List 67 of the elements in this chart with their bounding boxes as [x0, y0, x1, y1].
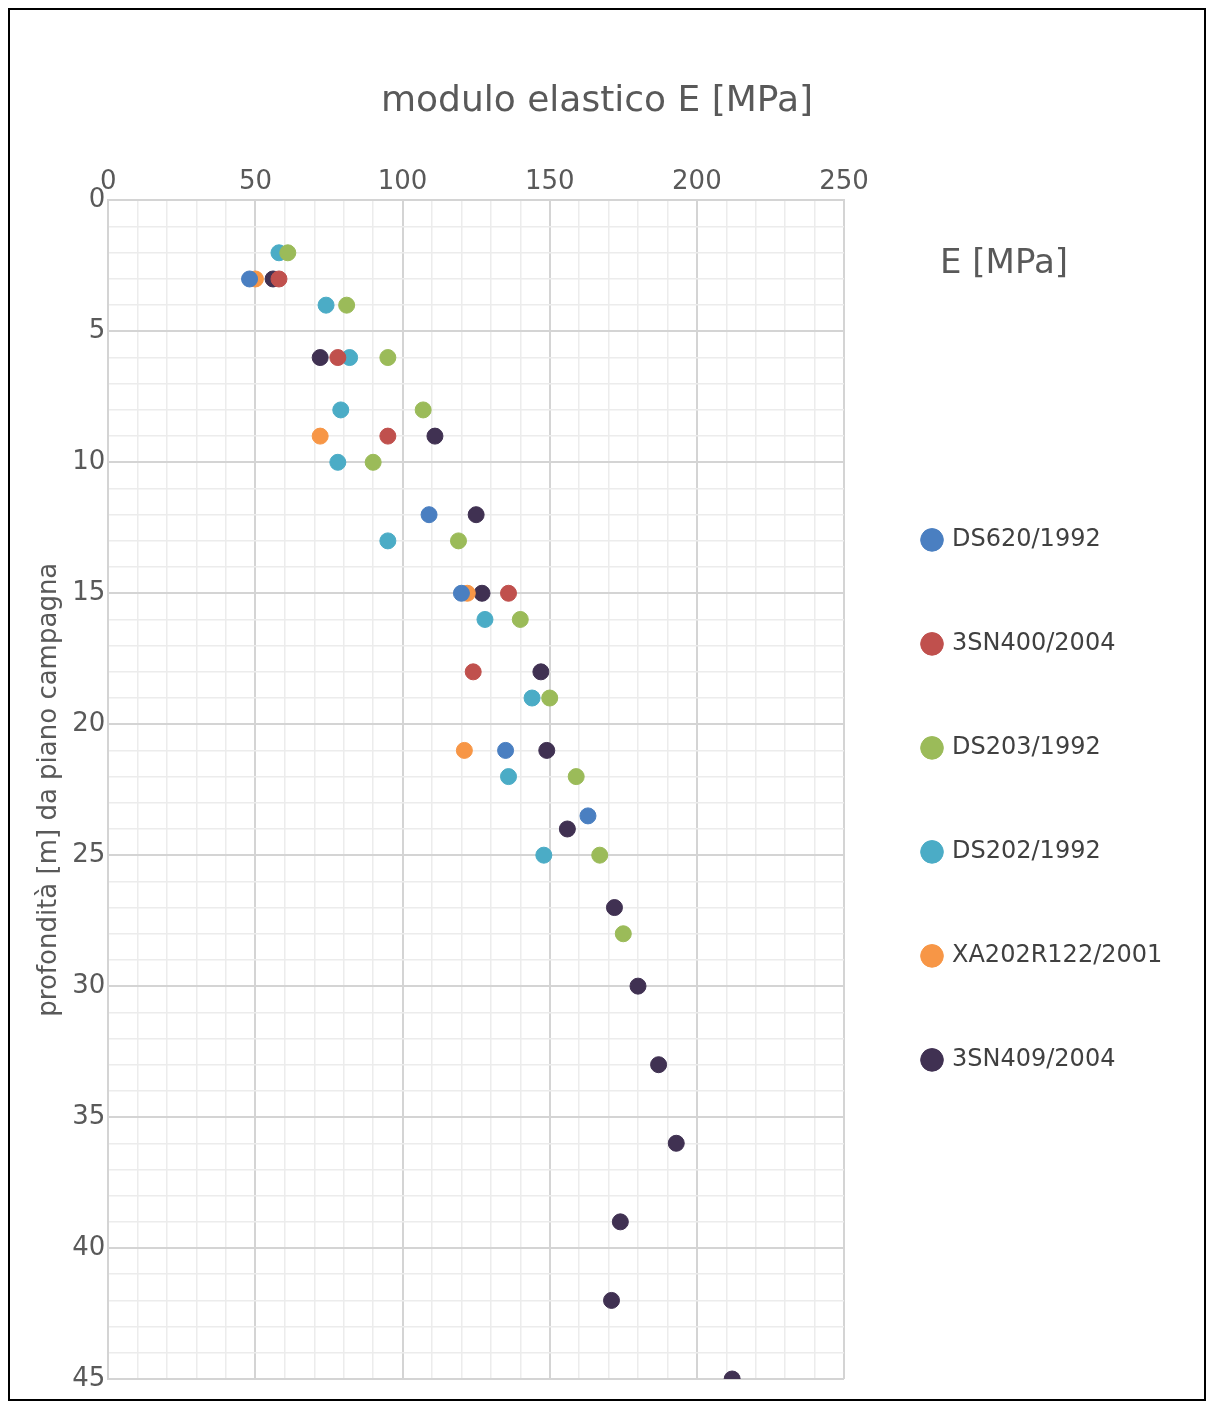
point	[497, 741, 515, 759]
point	[311, 427, 329, 445]
x-tick-label: 250	[819, 164, 869, 195]
point	[532, 663, 550, 681]
point	[500, 768, 518, 786]
legend-label: 3SN409/2004	[952, 1044, 1116, 1073]
point	[379, 427, 397, 445]
point	[455, 741, 473, 759]
legend-label: XA202R122/2001	[952, 940, 1163, 969]
point	[605, 899, 623, 917]
y-tick-label: 20	[72, 706, 106, 737]
point	[452, 584, 470, 602]
point	[603, 1291, 621, 1309]
point	[338, 296, 356, 314]
legend-title: E [MPa]	[940, 240, 1068, 281]
point	[667, 1134, 685, 1152]
point	[311, 349, 329, 367]
point	[279, 244, 297, 262]
point	[473, 584, 491, 602]
point	[329, 453, 347, 471]
y-tick-label: 45	[72, 1361, 106, 1392]
point	[511, 610, 529, 628]
point	[426, 427, 444, 445]
point	[535, 846, 553, 864]
point	[379, 532, 397, 550]
point	[449, 532, 467, 550]
y-tick-label: 10	[72, 445, 106, 476]
point	[523, 689, 541, 707]
point	[464, 663, 482, 681]
point	[538, 741, 556, 759]
y-axis-title: profondità [m] da piano campagna	[32, 562, 63, 1017]
point	[241, 270, 259, 288]
point	[558, 820, 576, 838]
point	[650, 1056, 668, 1074]
y-tick-label: 15	[72, 576, 106, 607]
point	[476, 610, 494, 628]
y-tick-label: 30	[72, 968, 106, 999]
legend-label: 3SN400/2004	[952, 628, 1116, 657]
point	[629, 977, 647, 995]
point	[317, 296, 335, 314]
point	[332, 401, 350, 419]
x-tick-label: 50	[238, 164, 272, 195]
legend-label: DS203/1992	[952, 732, 1101, 761]
point	[541, 689, 559, 707]
point	[500, 584, 518, 602]
point	[591, 846, 609, 864]
point	[329, 349, 347, 367]
point	[364, 453, 382, 471]
point	[414, 401, 432, 419]
point	[379, 349, 397, 367]
y-tick-label: 35	[72, 1099, 106, 1130]
x-tick-label: 200	[672, 164, 722, 195]
y-tick-label: 25	[72, 837, 106, 868]
y-tick-label: 40	[72, 1230, 106, 1261]
legend-label: DS202/1992	[952, 836, 1101, 865]
chart-title: modulo elastico E [MPa]	[380, 77, 814, 119]
y-tick-label: 5	[88, 314, 106, 345]
x-tick-label: 150	[524, 164, 575, 195]
point	[567, 768, 585, 786]
point	[579, 807, 597, 825]
point	[614, 925, 632, 943]
point	[270, 270, 288, 288]
point	[420, 506, 438, 524]
x-tick-label: 100	[377, 164, 428, 195]
legend-label: DS620/1992	[952, 524, 1101, 553]
point	[467, 506, 485, 524]
point	[611, 1213, 629, 1231]
